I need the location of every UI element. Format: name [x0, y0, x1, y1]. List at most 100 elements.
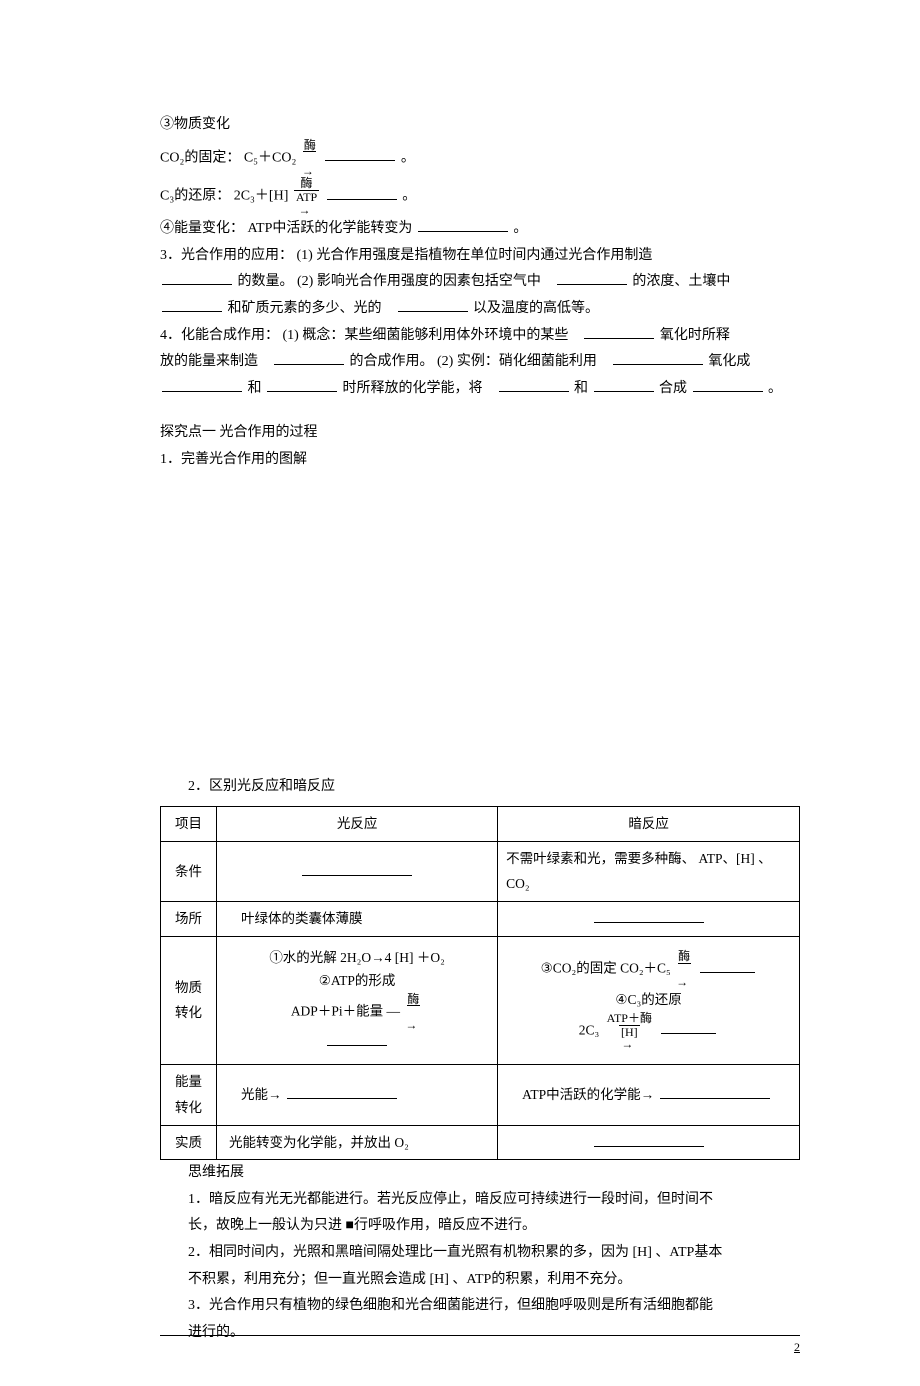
para-co2-fixation: CO₂的固定： C₅＋CO₂ 酶 。 [160, 139, 800, 178]
th-light: 光反应 [217, 807, 498, 842]
formula-line: 2C₃ ATP＋酶 [H] [506, 1012, 791, 1051]
para-matter-change-heading: ③物质变化 [160, 112, 800, 139]
frac-top: 酶 [676, 950, 692, 963]
formula-line: ADP＋Pi＋能量 — 酶 [225, 993, 489, 1032]
text: 和 [574, 381, 588, 396]
text: ①水的光解 2H₂O→4 [H] ＋O₂ [225, 947, 489, 970]
frac-bot [303, 151, 316, 165]
text: 放的能量来制造 [160, 354, 258, 369]
blank [398, 297, 468, 312]
blank [660, 1084, 770, 1099]
table-row-energy: 能量转化 光能→ ATP中活跃的化学能→ [161, 1065, 800, 1125]
reaction-arrow-enzyme: 酶 [405, 993, 421, 1032]
blank [325, 146, 395, 161]
frac-top: ATP＋酶 [605, 1012, 654, 1025]
th-item: 项目 [161, 807, 217, 842]
para-chemo-2: 放的能量来制造 的合成作用。 (2) 实例：硝化细菌能利用 氧化成 [160, 349, 800, 376]
frac-top: 酶 [302, 139, 318, 152]
reaction-arrow-enzyme-atp: 酶 ATP [294, 177, 319, 216]
text: 氧化时所释 [660, 328, 730, 343]
document-page: ③物质变化 CO₂的固定： C₅＋CO₂ 酶 。 C₃的还原： 2C₃＋[H] … [0, 0, 920, 1386]
blank [162, 297, 222, 312]
table-row-condition: 条件 不需叶绿素和光，需要多种酶、 ATP、[H] 、CO₂ [161, 841, 800, 901]
para-application-3: 和矿质元素的多少、光的 以及温度的高低等。 [160, 296, 800, 323]
td-light: ①水的光解 2H₂O→4 [H] ＋O₂ ②ATP的形成 ADP＋Pi＋能量 —… [217, 936, 498, 1065]
comparison-table: 项目 光反应 暗反应 条件 不需叶绿素和光，需要多种酶、 ATP、[H] 、CO… [160, 806, 800, 1160]
blank [499, 376, 569, 391]
td-dark [498, 902, 800, 937]
blank [327, 185, 397, 200]
blank [557, 270, 627, 285]
td-light: 光能→ [217, 1065, 498, 1125]
explore-item-2: 2．区别光反应和暗反应 [160, 774, 800, 801]
td-dark [498, 1125, 800, 1160]
text: ATP中活跃的化学能→ [522, 1087, 654, 1102]
explore-title: 探究点一 光合作用的过程 [160, 420, 800, 447]
reaction-arrow-atp-h: ATP＋酶 [H] [605, 1012, 654, 1051]
para-chemo-1: 4．化能合成作用： (1) 概念：某些细菌能够利用体外环境中的某些 氧化时所释 [160, 323, 800, 350]
frac-bot: [H] [619, 1025, 640, 1039]
page-number: 2 [794, 1336, 800, 1359]
text: 氧化成 [708, 354, 750, 369]
formula-line: ③CO₂的固定 CO₂＋C₅ 酶 [506, 950, 791, 989]
para-c3-reduction: C₃的还原： 2C₃＋[H] 酶 ATP 。 [160, 177, 800, 216]
footer-rule [160, 1335, 800, 1336]
blank [162, 270, 232, 285]
blank [613, 350, 703, 365]
blank [162, 376, 242, 391]
text: ③CO₂的固定 CO₂＋C₅ [541, 961, 671, 976]
blank [267, 376, 337, 391]
blank [327, 1031, 387, 1046]
text: ②ATP的形成 [225, 970, 489, 993]
text: 4．化能合成作用： (1) 概念：某些细菌能够利用体外环境中的某些 [160, 328, 568, 343]
text: 。 [768, 381, 782, 396]
text: 以及温度的高低等。 [473, 301, 599, 316]
td-label: 条件 [161, 841, 217, 901]
td-light: 叶绿体的类囊体薄膜 [217, 902, 498, 937]
text: 。 [402, 189, 416, 204]
td-light: 光能转变为化学能，并放出 O₂ [217, 1125, 498, 1160]
blank [302, 861, 412, 876]
blank [700, 958, 755, 973]
ext-p3a: 3．光合作用只有植物的绿色细胞和光合细菌能进行，但细胞呼吸则是所有活细胞都能 [160, 1293, 800, 1320]
text: 。 [513, 221, 527, 236]
td-dark: 不需叶绿素和光，需要多种酶、 ATP、[H] 、CO₂ [498, 841, 800, 901]
text: 2C₃ [579, 1022, 599, 1037]
text: 3．光合作用的应用： (1) 光合作用强度是指植物在单位时间内通过光合作用制造 [160, 248, 652, 263]
text: 合成 [659, 381, 687, 396]
text: 和矿质元素的多少、光的 [228, 301, 382, 316]
blank [594, 1132, 704, 1147]
ext-p1a: 1．暗反应有光无光都能进行。若光反应停止，暗反应可持续进行一段时间，但时间不 [160, 1187, 800, 1214]
text: ④能量变化： ATP中活跃的化学能转变为 [160, 221, 412, 236]
text: 和 [248, 381, 262, 396]
text: 的合成作用。 (2) 实例：硝化细菌能利用 [350, 354, 597, 369]
text: 时所释放的化学能，将 [343, 381, 483, 396]
table-row-essence: 实质 光能转变为化学能，并放出 O₂ [161, 1125, 800, 1160]
td-dark: ATP中活跃的化学能→ [498, 1065, 800, 1125]
ext-p1b: 长，故晚上一般认为只进 ■行呼吸作用，暗反应不进行。 [160, 1213, 800, 1240]
td-light [217, 841, 498, 901]
td-label: 实质 [161, 1125, 217, 1160]
blank [594, 908, 704, 923]
blank [418, 217, 508, 232]
td-dark: ③CO₂的固定 CO₂＋C₅ 酶 ④C₃的还原 2C₃ ATP＋酶 [H] [498, 936, 800, 1065]
table-row-header: 项目 光反应 暗反应 [161, 807, 800, 842]
blank [287, 1084, 397, 1099]
frac-bot: ATP [294, 190, 319, 204]
ext-p2b: 不积累，利用充分；但一直光照会造成 [H] 、ATP的积累，利用不充分。 [160, 1267, 800, 1294]
para-chemo-3: 和 时所释放的化学能，将 和 合成 。 [160, 376, 800, 403]
table-row-place: 场所 叶绿体的类囊体薄膜 [161, 902, 800, 937]
frac-top: 酶 [299, 177, 315, 190]
th-dark: 暗反应 [498, 807, 800, 842]
td-label: 能量转化 [161, 1065, 217, 1125]
para-energy-change: ④能量变化： ATP中活跃的化学能转变为 。 [160, 216, 800, 243]
diagram-placeholder [160, 474, 800, 774]
blank [693, 376, 763, 391]
text: 光能→ [241, 1087, 282, 1102]
text: 的浓度、土壤中 [632, 274, 730, 289]
para-application-1: 3．光合作用的应用： (1) 光合作用强度是指植物在单位时间内通过光合作用制造 [160, 243, 800, 270]
reaction-arrow-enzyme: 酶 [676, 950, 692, 989]
ext-p3b: 进行的。 [160, 1320, 800, 1347]
explore-item-1: 1．完善光合作用的图解 [160, 447, 800, 474]
text: ④C₃的还原 [506, 989, 791, 1012]
